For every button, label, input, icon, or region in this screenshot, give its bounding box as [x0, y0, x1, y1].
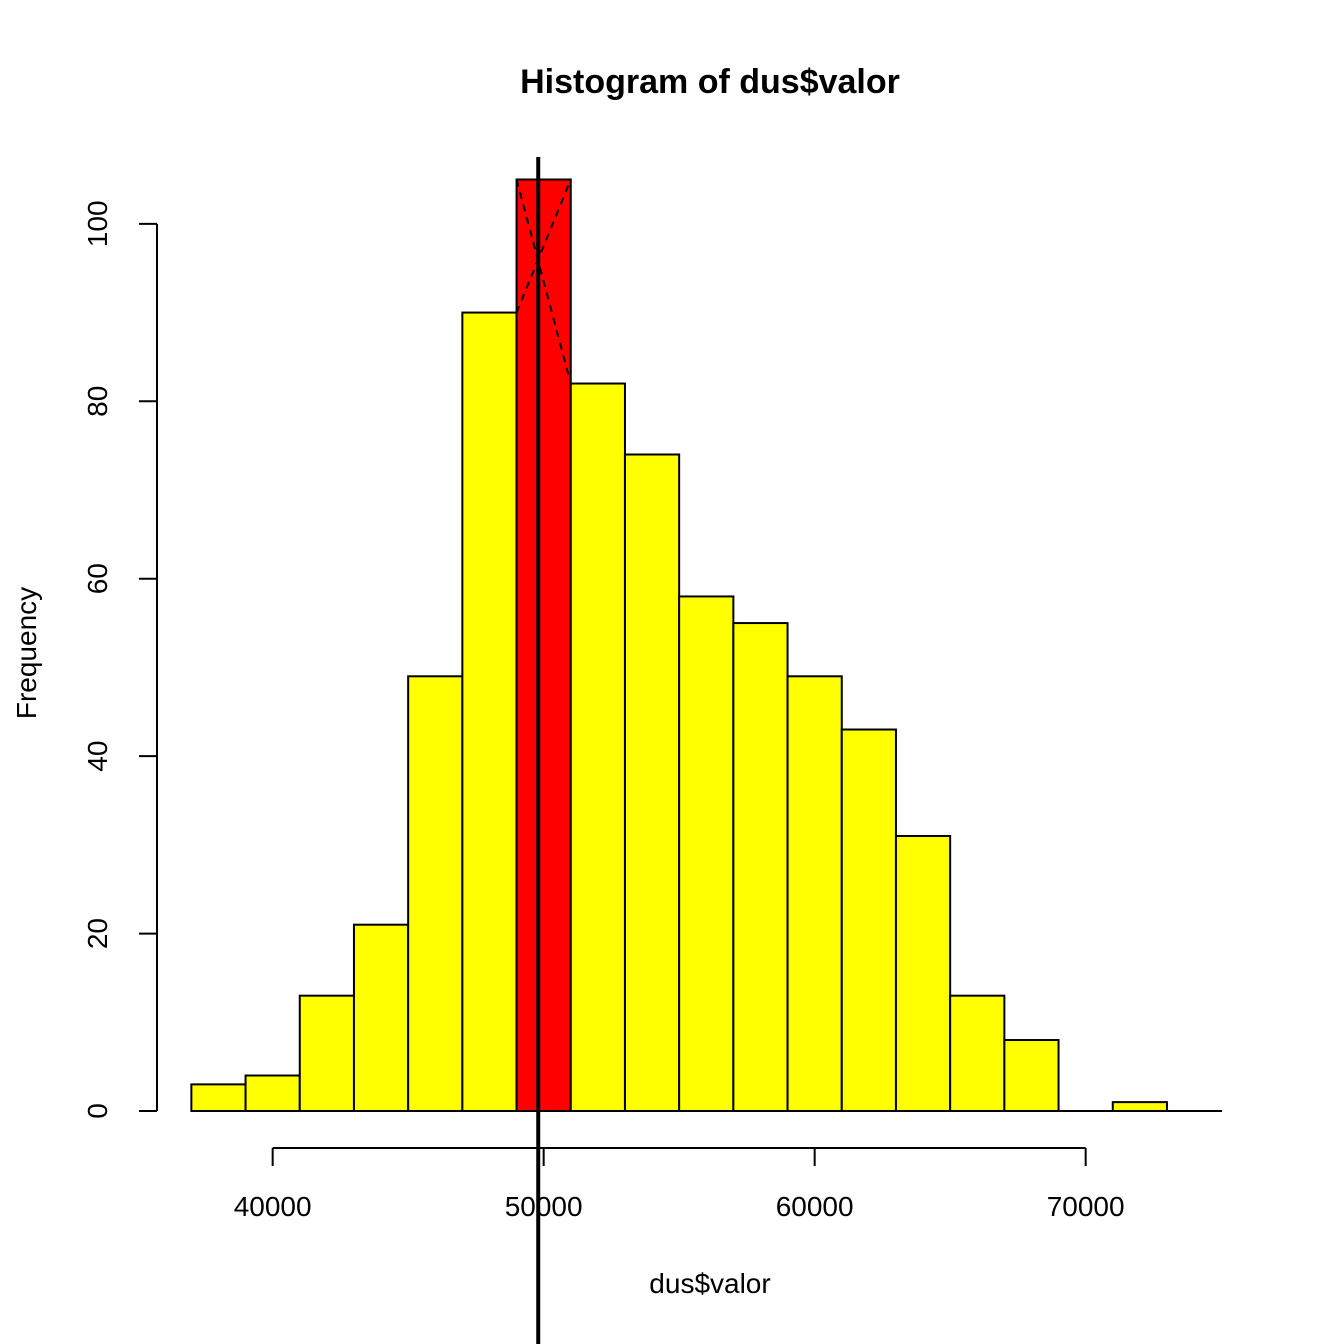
mode-dashed-line	[515, 179, 572, 313]
y-tick-label: 40	[82, 741, 113, 772]
y-tick-label: 80	[82, 386, 113, 417]
histogram-bar	[949, 994, 1006, 1113]
y-tick-label: 100	[82, 200, 113, 247]
y-axis: 0 20 40 60 80 100	[82, 200, 158, 1119]
bars-group	[190, 178, 1168, 1113]
histogram-bar	[1003, 1039, 1060, 1112]
x-axis-label: dus$valor	[649, 1268, 770, 1299]
histogram-bar	[407, 675, 464, 1112]
histogram-bar	[894, 834, 952, 1112]
mode-dashed-line	[515, 179, 572, 384]
histogram-bar	[461, 311, 518, 1112]
histogram-bar	[515, 178, 572, 1112]
y-tick-label: 0	[82, 1103, 113, 1119]
histogram-bar	[244, 1074, 301, 1113]
mode-construction-lines	[515, 179, 572, 384]
chart-title: Histogram of dus$valor	[520, 63, 900, 101]
histogram-bar	[352, 923, 410, 1113]
y-tick-label: 20	[82, 918, 113, 949]
x-tick-label: 50000	[505, 1191, 583, 1222]
histogram-bar	[678, 595, 735, 1112]
x-axis: 40000 50000 60000 70000	[234, 1147, 1125, 1222]
histogram-bar	[1111, 1101, 1168, 1112]
x-tick-label: 70000	[1047, 1191, 1125, 1222]
x-tick-label: 60000	[776, 1191, 854, 1222]
histogram-bar	[569, 382, 626, 1112]
histogram-bar	[786, 675, 843, 1112]
y-tick-label: 60	[82, 563, 113, 594]
histogram-bar	[623, 453, 681, 1112]
histogram-bar	[190, 1083, 247, 1113]
histogram-bar	[732, 622, 789, 1112]
histogram-bar	[840, 728, 897, 1112]
y-axis-label: Frequency	[11, 587, 42, 719]
histogram-bar	[298, 994, 355, 1113]
x-tick-label: 40000	[234, 1191, 312, 1222]
